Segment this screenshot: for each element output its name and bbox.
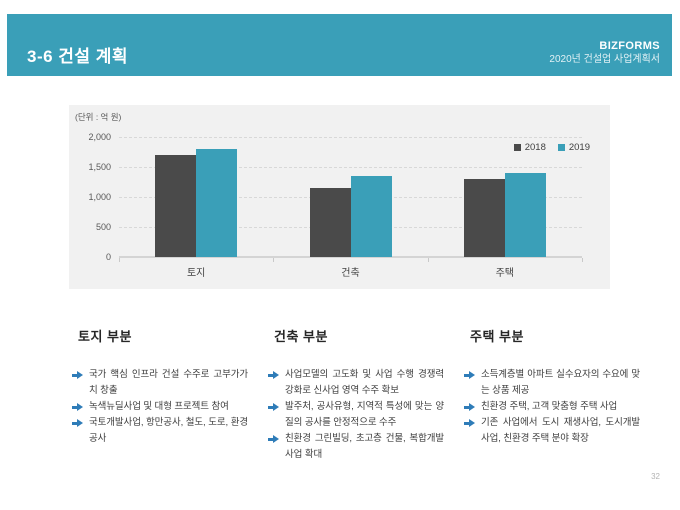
x-axis-category-label: 토지 — [186, 268, 206, 279]
chart-bar-2019 — [504, 173, 546, 257]
page-title: 3-6 건설 계획 — [27, 47, 129, 66]
section-heading: 토지 부분 — [78, 329, 132, 344]
bullet-text: 발주처, 공사유형, 지역적 특성에 맞는 양질의 공사를 안정적으로 수주 — [285, 401, 444, 428]
section-heading: 주택 부분 — [470, 329, 524, 344]
header-band: 3-6 건설 계획 BIZFORMS 2020년 건설업 사업계획서 — [7, 14, 672, 76]
chart-bar-2019 — [196, 149, 238, 257]
y-axis-tick-label: 500 — [95, 222, 111, 232]
bullet-item: 발주처, 공사유형, 지역적 특성에 맞는 양질의 공사를 안정적으로 수주 — [268, 399, 444, 431]
document-subtitle: 2020년 건설업 사업계획서 — [549, 54, 660, 65]
bullet-list: 국가 핵심 인프라 건설 수주로 고부가가치 창출 녹색뉴딜사업 및 대형 프로… — [72, 367, 248, 447]
brand-logo-text: BIZFORMS — [599, 40, 660, 52]
bullet-item: 친환경 주택, 고객 맞춤형 주택 사업 — [464, 399, 640, 415]
bullet-list: 사업모델의 고도화 및 사업 수행 경쟁력 강화로 신사업 영역 수주 확보 발… — [268, 367, 444, 463]
arrow-right-icon — [268, 431, 279, 447]
legend-item: 2019 — [557, 142, 590, 153]
chart-legend: 2018 2019 — [513, 142, 590, 153]
bullet-text: 녹색뉴딜사업 및 대형 프로젝트 참여 — [89, 401, 229, 412]
arrow-right-icon — [268, 399, 279, 415]
arrow-right-icon — [72, 415, 83, 431]
x-axis-tick — [582, 258, 583, 262]
bullet-text: 국토개발사업, 항만공사, 철도, 도로, 환경공사 — [89, 417, 248, 444]
bullet-item: 사업모델의 고도화 및 사업 수행 경쟁력 강화로 신사업 영역 수주 확보 — [268, 367, 444, 399]
x-axis-tick — [119, 258, 120, 262]
legend-label: 2019 — [568, 142, 590, 153]
y-axis-tick-label: 2,000 — [88, 132, 111, 142]
bullet-item: 국토개발사업, 항만공사, 철도, 도로, 환경공사 — [72, 415, 248, 447]
arrow-right-icon — [464, 399, 475, 415]
bullet-text: 국가 핵심 인프라 건설 수주로 고부가가치 창출 — [89, 369, 248, 396]
section-land: 토지 부분 국가 핵심 인프라 건설 수주로 고부가가치 창출 녹색뉴딜사업 및… — [72, 326, 248, 463]
arrow-right-icon — [268, 367, 279, 383]
chart-bar-2018 — [463, 179, 505, 257]
x-axis-category-label: 건축 — [341, 268, 360, 279]
bullet-text: 기존 사업에서 도시 재생사업, 도시개발사업, 친환경 주택 분야 확장 — [481, 417, 640, 444]
bullet-text: 친환경 그린빌딩, 초고층 건물, 복합개발 사업 확대 — [285, 433, 444, 460]
legend-swatch-icon — [513, 144, 521, 151]
arrow-right-icon — [464, 367, 475, 383]
x-axis-tick — [273, 258, 275, 262]
bullet-text: 소득계층별 아파트 실수요자의 수요에 맞는 상품 제공 — [481, 369, 640, 396]
bullet-text: 친환경 주택, 고객 맞춤형 주택 사업 — [481, 401, 618, 412]
section-housing: 주택 부분 소득계층별 아파트 실수요자의 수요에 맞는 상품 제공 친환경 주… — [464, 326, 640, 463]
bullet-list: 소득계층별 아파트 실수요자의 수요에 맞는 상품 제공 친환경 주택, 고객 … — [464, 367, 640, 447]
page-number: 32 — [651, 472, 660, 481]
y-axis-tick-label: 1,000 — [88, 192, 111, 202]
chart-bar-2019 — [350, 176, 392, 257]
bullet-item: 녹색뉴딜사업 및 대형 프로젝트 참여 — [72, 399, 248, 415]
x-axis-line — [119, 256, 582, 258]
x-axis-category-label: 주택 — [495, 268, 515, 279]
legend-label: 2018 — [524, 142, 546, 153]
y-axis-tick-label: 0 — [105, 252, 111, 262]
bar-chart-panel: (단위 : 억 원) 0 500 1,000 1,500 2,000 토지 건축 주택 2018… — [69, 105, 610, 289]
legend-swatch-icon — [557, 144, 565, 151]
arrow-right-icon — [72, 367, 83, 383]
y-axis-tick-label: 1,500 — [88, 162, 111, 172]
arrow-right-icon — [72, 399, 83, 415]
sections-row: 토지 부분 국가 핵심 인프라 건설 수주로 고부가가치 창출 녹색뉴딜사업 및… — [72, 326, 640, 463]
section-construction: 건축 부분 사업모델의 고도화 및 사업 수행 경쟁력 강화로 신사업 영역 수… — [268, 326, 444, 463]
arrow-right-icon — [464, 415, 475, 431]
chart-bar-2018 — [309, 188, 351, 257]
bullet-item: 기존 사업에서 도시 재생사업, 도시개발사업, 친환경 주택 분야 확장 — [464, 415, 640, 447]
legend-item: 2018 — [513, 142, 546, 153]
bullet-text: 사업모델의 고도화 및 사업 수행 경쟁력 강화로 신사업 영역 수주 확보 — [285, 369, 444, 396]
bullet-item: 소득계층별 아파트 실수요자의 수요에 맞는 상품 제공 — [464, 367, 640, 399]
chart-gridline — [119, 167, 582, 168]
bullet-item: 친환경 그린빌딩, 초고층 건물, 복합개발 사업 확대 — [268, 431, 444, 463]
chart-unit-label: (단위 : 억 원) — [75, 112, 122, 122]
x-axis-tick — [427, 258, 429, 262]
chart-bar-2018 — [155, 155, 197, 257]
section-heading: 건축 부분 — [274, 329, 328, 344]
bullet-item: 국가 핵심 인프라 건설 수주로 고부가가치 창출 — [72, 367, 248, 399]
chart-gridline — [119, 137, 582, 138]
header-right: BIZFORMS 2020년 건설업 사업계획서 — [549, 39, 660, 67]
